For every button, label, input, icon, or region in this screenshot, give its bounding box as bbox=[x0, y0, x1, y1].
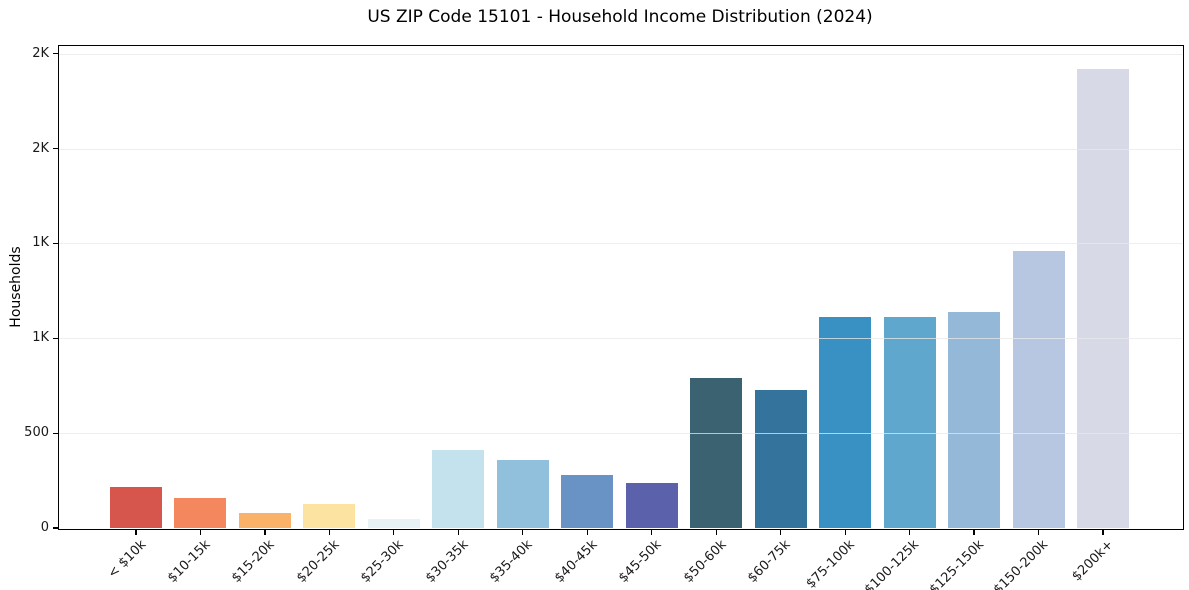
x-tick-mark bbox=[973, 529, 975, 535]
y-tick-label: 2K bbox=[32, 140, 49, 156]
x-tick-mark bbox=[393, 529, 395, 535]
x-tick-label: $20-25k bbox=[293, 537, 343, 586]
bar-< $10k bbox=[110, 487, 162, 528]
x-tick-label: $10-15k bbox=[164, 537, 214, 586]
y-tick-label: 1K bbox=[32, 235, 49, 251]
bar-$100-125k bbox=[883, 317, 936, 528]
bar-$125-150k bbox=[948, 311, 1001, 528]
bar-$20-25k bbox=[303, 504, 356, 528]
x-tick-label: $150-200k bbox=[991, 537, 1052, 590]
x-tick-mark bbox=[328, 529, 330, 535]
y-tick-label: 500 bbox=[24, 425, 49, 441]
x-tick-mark bbox=[1102, 529, 1104, 535]
x-tick-mark bbox=[909, 529, 911, 535]
x-tick-mark bbox=[844, 529, 846, 535]
x-tick-mark bbox=[264, 529, 266, 535]
gridline bbox=[59, 433, 1182, 435]
chart-title: US ZIP Code 15101 - Household Income Dis… bbox=[367, 7, 873, 27]
gridline bbox=[59, 148, 1182, 150]
x-tick-label: $30-35k bbox=[422, 537, 472, 586]
x-tick-mark bbox=[199, 529, 202, 535]
y-tick-mark bbox=[53, 148, 58, 150]
x-tick-label: $50-60k bbox=[680, 537, 730, 586]
x-tick-label: $45-50k bbox=[616, 537, 665, 586]
bar-$45-50k bbox=[625, 483, 678, 528]
bar-$15-20k bbox=[238, 513, 291, 528]
bar-$150-200k bbox=[1012, 251, 1065, 528]
x-tick-label: $25-30k bbox=[358, 537, 407, 586]
bar-$25-30k bbox=[367, 519, 420, 528]
x-tick-label: $125-150k bbox=[926, 537, 987, 590]
x-tick-mark bbox=[586, 529, 588, 535]
plot-area bbox=[59, 46, 1182, 528]
y-tick-label: 2K bbox=[32, 45, 49, 61]
x-tick-label: < $10k bbox=[104, 537, 149, 582]
x-tick-label: $75-100k bbox=[803, 537, 859, 590]
y-tick-label: 0 bbox=[40, 520, 49, 535]
bar-$75-100k bbox=[819, 316, 872, 528]
x-tick-mark bbox=[522, 529, 524, 535]
bar-$200k+ bbox=[1077, 68, 1129, 528]
y-tick-mark bbox=[53, 242, 58, 245]
x-tick-label: $60-75k bbox=[745, 537, 794, 586]
bar-$40-45k bbox=[561, 474, 614, 528]
x-tick-mark bbox=[715, 529, 717, 535]
x-tick-mark bbox=[1037, 529, 1040, 535]
bar-$60-75k bbox=[754, 390, 807, 528]
x-tick-label: $100-125k bbox=[862, 537, 923, 590]
x-tick-label: $200k+ bbox=[1068, 537, 1116, 585]
x-tick-mark bbox=[780, 529, 782, 535]
gridline bbox=[59, 338, 1182, 340]
y-tick-mark bbox=[53, 527, 58, 529]
gridline bbox=[59, 243, 1182, 245]
bar-$30-35k bbox=[432, 450, 485, 528]
y-axis-label: Households bbox=[8, 246, 24, 328]
x-tick-mark bbox=[457, 529, 459, 535]
y-tick-mark bbox=[53, 432, 58, 434]
x-tick-mark bbox=[135, 529, 137, 535]
y-tick-mark bbox=[53, 337, 58, 339]
bar-$35-40k bbox=[496, 460, 549, 528]
gridline bbox=[59, 53, 1182, 55]
x-tick-mark bbox=[651, 529, 653, 535]
x-tick-label: $40-45k bbox=[551, 537, 601, 586]
y-tick-label: 1K bbox=[32, 330, 49, 346]
x-tick-label: $35-40k bbox=[487, 537, 536, 586]
x-tick-label: $15-20k bbox=[229, 537, 278, 586]
bar-$10-15k bbox=[174, 498, 227, 528]
y-tick-mark bbox=[53, 53, 58, 55]
bar-$50-60k bbox=[690, 378, 743, 528]
